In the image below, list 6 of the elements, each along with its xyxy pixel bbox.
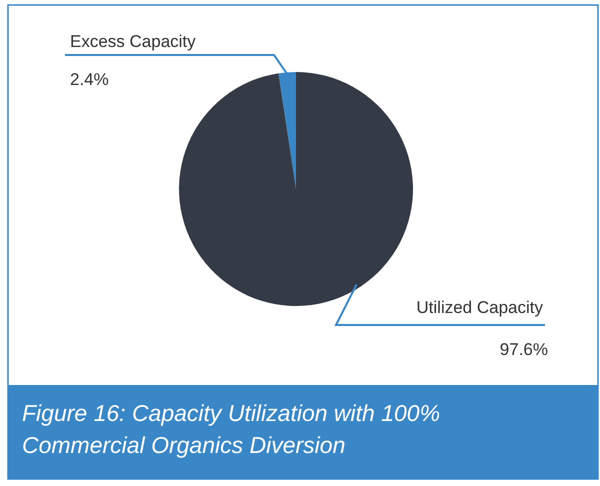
pie-slice xyxy=(179,72,413,306)
data-label: 2.4% xyxy=(70,70,109,89)
data-label: 97.6% xyxy=(500,340,548,359)
slice-label: Excess Capacity xyxy=(70,32,196,51)
slice-label: Utilized Capacity xyxy=(416,298,544,317)
text: Figure 16: Capacity Utilization with 100% Commercial Organics Diversion xyxy=(22,400,440,458)
